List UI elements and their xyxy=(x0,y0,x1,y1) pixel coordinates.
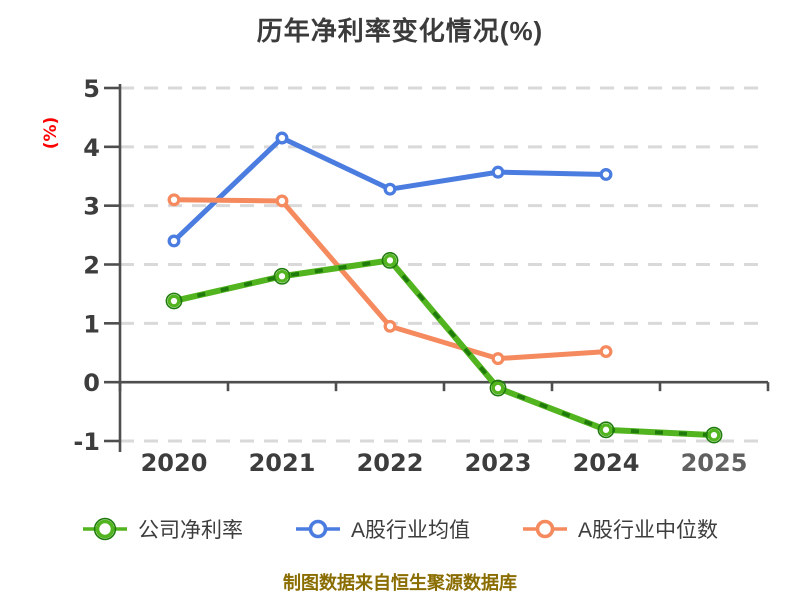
y-tick-label: -1 xyxy=(73,428,100,456)
data-point-公司净利率-2024 xyxy=(599,423,613,437)
y-tick-label: 1 xyxy=(83,310,100,338)
marker-outline xyxy=(273,267,291,285)
marker-outline xyxy=(597,421,615,439)
series-line-green-dash-overlay xyxy=(173,258,715,438)
marker-outline xyxy=(165,292,183,310)
chart-legend: 公司净利率 A股行业均值 A股行业中位数 xyxy=(0,514,800,544)
data-point-A股行业均值-2022 xyxy=(383,182,397,196)
data-point-A股行业中位数-2022 xyxy=(383,319,397,333)
legend-label-company-net-margin: 公司净利率 xyxy=(137,519,243,542)
data-point-A股行业中位数-2020 xyxy=(167,193,181,207)
legend-item-industry-median: A股行业中位数 xyxy=(522,514,718,544)
x-tick-label-2020: 2020 xyxy=(141,449,208,477)
series-line-green xyxy=(171,257,717,439)
data-point-公司净利率-2022 xyxy=(383,253,397,267)
x-tick-label-2024: 2024 xyxy=(573,449,640,477)
legend-item-industry-mean: A股行业均值 xyxy=(295,514,470,544)
legend-marker-blue-icon xyxy=(295,519,340,539)
data-point-A股行业均值-2020 xyxy=(167,234,181,248)
data-point-A股行业均值-2021 xyxy=(275,131,289,145)
legend-marker-green-icon xyxy=(82,517,127,541)
data-point-公司净利率-2021 xyxy=(275,269,289,283)
data-source-note: 制图数据来自恒生聚源数据库 xyxy=(283,573,517,593)
y-tick-label: 3 xyxy=(83,193,100,221)
data-point-公司净利率-2023 xyxy=(491,381,505,395)
data-point-公司净利率-2020 xyxy=(167,294,181,308)
data-point-公司净利率-2025 xyxy=(707,428,721,442)
y-tick-label: 2 xyxy=(83,252,100,280)
legend-marker-orange-icon xyxy=(523,519,567,539)
legend-label-industry-median: A股行业中位数 xyxy=(578,519,719,542)
x-tick-label-2022: 2022 xyxy=(357,449,424,477)
marker-outline xyxy=(381,251,399,269)
y-axis-unit-label: (%) xyxy=(41,117,61,150)
chart-title: 历年净利率变化情况(%) xyxy=(256,16,544,46)
data-point-A股行业中位数-2024 xyxy=(599,345,613,359)
data-point-A股行业中位数-2023 xyxy=(491,352,505,366)
y-tick-label: 4 xyxy=(83,134,100,162)
x-tick-label-2025: 2025 xyxy=(681,449,748,477)
data-point-A股行业均值-2023 xyxy=(491,165,505,179)
series-line-orange xyxy=(171,197,609,362)
marker-outline xyxy=(489,379,507,397)
legend-item-company-net-margin: 公司净利率 xyxy=(82,514,243,544)
legend-label-industry-mean: A股行业均值 xyxy=(350,519,470,542)
x-tick-label-2021: 2021 xyxy=(249,449,316,477)
data-point-A股行业均值-2024 xyxy=(599,168,613,181)
y-tick-label: 5 xyxy=(83,75,100,103)
marker-outline xyxy=(705,426,723,444)
y-tick-label: 0 xyxy=(83,369,100,397)
x-tick-label-2023: 2023 xyxy=(465,449,532,477)
data-point-A股行业中位数-2021 xyxy=(275,194,289,208)
